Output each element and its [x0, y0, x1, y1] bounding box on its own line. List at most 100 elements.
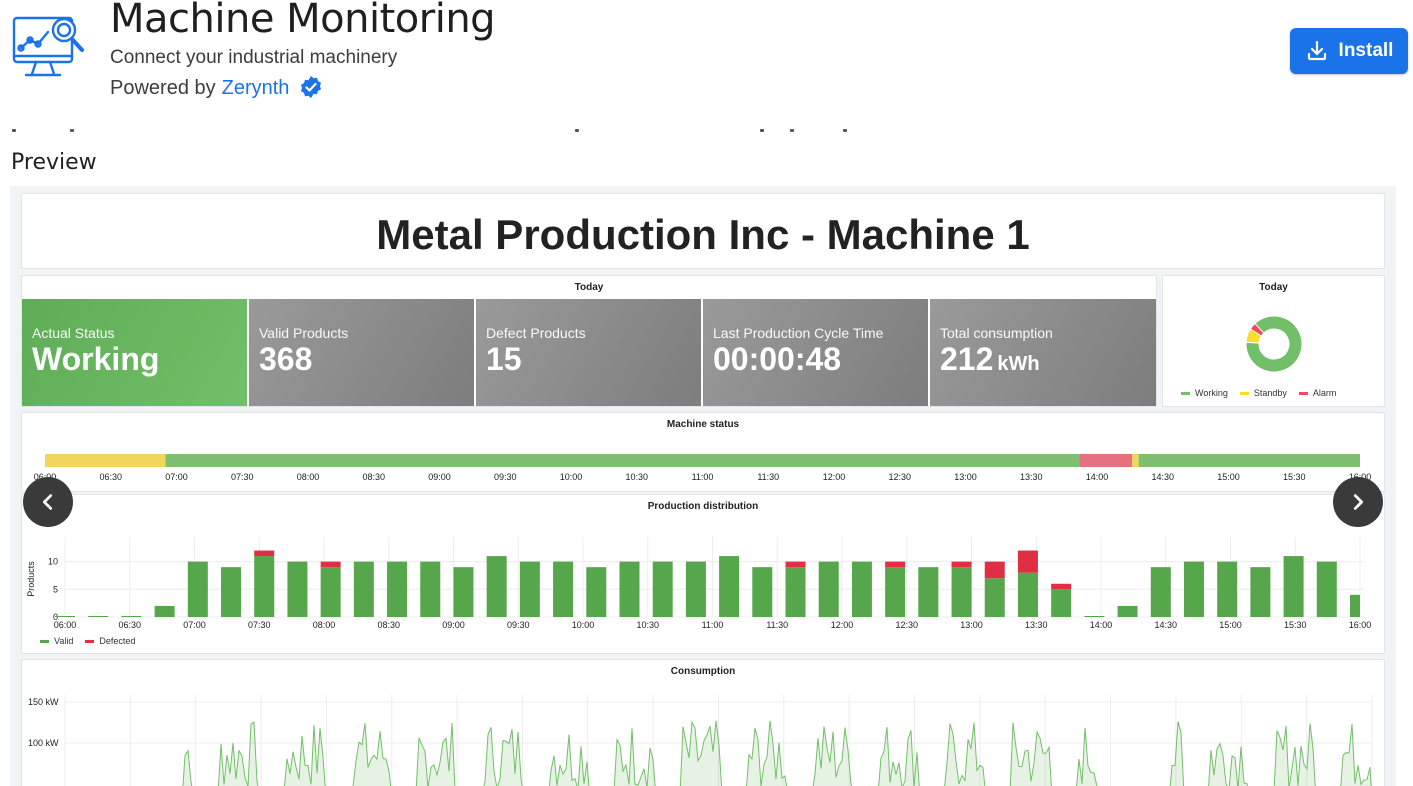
bar-valid — [785, 567, 806, 617]
bar-valid — [851, 561, 872, 617]
status-tick-label: 12:30 — [888, 472, 911, 482]
chevron-right-icon — [1353, 494, 1364, 510]
x-tick-label: 13:00 — [960, 620, 983, 630]
today-panel-title: Today — [574, 282, 604, 293]
legend-item-standby[interactable]: Standby — [1239, 388, 1287, 398]
legend-item-alarm[interactable]: Alarm — [1298, 388, 1336, 398]
status-tick-label: 10:00 — [560, 472, 583, 482]
legend-item-defected[interactable]: Defected — [85, 636, 135, 646]
chevron-left-icon — [42, 494, 53, 510]
status-tick-label: 10:30 — [625, 472, 648, 482]
bar-valid — [88, 616, 109, 617]
pie-legend: Working Standby Alarm — [1181, 388, 1336, 398]
carousel-prev-button[interactable] — [23, 477, 73, 527]
status-segment-working — [1138, 454, 1360, 467]
x-tick-label: 08:30 — [377, 620, 400, 630]
bar-valid — [752, 567, 773, 617]
x-tick-label: 10:30 — [636, 620, 659, 630]
consumption-area — [182, 720, 1372, 786]
bar-valid — [121, 616, 142, 617]
x-tick-label: 08:00 — [313, 620, 336, 630]
consumption-area-chart: 150 kW 100 kW — [28, 695, 1373, 786]
app-logo-icon — [12, 12, 90, 82]
bar-valid — [1217, 561, 1238, 617]
bar-valid — [387, 561, 408, 617]
x-tick-label: 14:30 — [1154, 620, 1177, 630]
stat-label: Last Production Cycle Time — [713, 325, 884, 341]
x-tick-label: 10:00 — [572, 620, 595, 630]
pie-panel-title: Today — [1259, 282, 1288, 293]
bar-valid — [453, 567, 474, 617]
stat-value: Working — [32, 341, 160, 377]
y-axis-label: Products — [26, 561, 36, 597]
bar-valid — [652, 561, 673, 617]
production-title: Production distribution — [647, 501, 759, 512]
bar-valid — [984, 578, 1005, 617]
preview-screenshot: Metal Production Inc - Machine 1 Today A… — [10, 186, 1396, 786]
bar-valid — [1017, 572, 1038, 617]
bar-defected — [984, 561, 1005, 579]
stat-actual-status: Actual Status Working — [22, 299, 247, 406]
x-tick-label: 06:00 — [54, 620, 77, 630]
app-title: Machine Monitoring — [110, 0, 496, 42]
bar-valid — [187, 561, 208, 617]
status-tick-label: 09:30 — [494, 472, 517, 482]
production-legend: Valid Defected — [40, 636, 135, 646]
x-tick-label: 06:30 — [118, 620, 141, 630]
y-tick-label: 5 — [53, 584, 58, 594]
status-tick-label: 07:00 — [165, 472, 188, 482]
install-button[interactable]: Install — [1290, 28, 1408, 74]
dashboard-title-panel: Metal Production Inc - Machine 1 — [21, 193, 1385, 269]
bar-valid — [1250, 567, 1271, 617]
status-tick-label: 06:30 — [99, 472, 122, 482]
stat-defect-products: Defect Products 15 — [476, 299, 701, 406]
x-tick-label: 15:00 — [1219, 620, 1242, 630]
bar-valid — [486, 556, 507, 617]
download-icon — [1307, 40, 1326, 61]
bar-defected — [320, 561, 341, 568]
x-tick-label: 07:00 — [183, 620, 206, 630]
bar-valid — [1150, 567, 1171, 617]
bar-valid — [1350, 594, 1360, 617]
stat-value: 212 kWh — [940, 341, 1040, 377]
bar-valid — [420, 561, 441, 617]
bar-valid — [1283, 556, 1304, 617]
bar-valid — [918, 567, 939, 617]
carousel-next-button[interactable] — [1333, 477, 1383, 527]
x-tick-label: 13:30 — [1025, 620, 1048, 630]
legend-item-valid[interactable]: Valid — [40, 636, 73, 646]
x-tick-label: 09:30 — [507, 620, 530, 630]
x-tick-label: 16:00 — [1349, 620, 1372, 630]
bar-valid — [55, 616, 75, 617]
stat-value: 15 — [486, 341, 522, 377]
bar-valid — [951, 567, 972, 617]
verified-badge-icon — [301, 75, 322, 98]
status-tick-label: 14:00 — [1086, 472, 1109, 482]
status-tick-label: 15:30 — [1283, 472, 1306, 482]
bar-valid — [553, 561, 574, 617]
bar-defected — [785, 561, 806, 568]
bar-valid — [1316, 561, 1337, 617]
y-tick-label: 150 kW — [28, 697, 59, 707]
status-pie-panel: Today Working Standby Alarm — [1162, 275, 1385, 407]
y-tick-label: 10 — [48, 557, 58, 567]
status-tick-label: 08:00 — [297, 472, 320, 482]
bar-valid — [719, 556, 740, 617]
bar-defected — [1017, 550, 1038, 573]
x-tick-label: 09:00 — [442, 620, 465, 630]
bar-valid — [1084, 616, 1105, 617]
stat-cycle-time: Last Production Cycle Time 00:00:48 — [703, 299, 928, 406]
status-tick-label: 14:30 — [1151, 472, 1174, 482]
machine-status-panel: Machine status 06:0006:3007:0007:3008:00… — [21, 412, 1385, 492]
vendor-link[interactable]: Zerynth — [221, 77, 290, 99]
bar-valid — [254, 556, 275, 617]
bar-valid — [353, 561, 374, 617]
consumption-panel: Consumption 150 kW 100 kW — [21, 659, 1385, 786]
bar-valid — [619, 561, 640, 617]
legend-item-working[interactable]: Working — [1181, 388, 1228, 398]
bar-valid — [320, 567, 341, 617]
status-tick-label: 12:00 — [823, 472, 846, 482]
install-button-label: Install — [1338, 40, 1394, 61]
x-tick-label: 12:00 — [831, 620, 854, 630]
status-segment-standby — [45, 454, 166, 467]
